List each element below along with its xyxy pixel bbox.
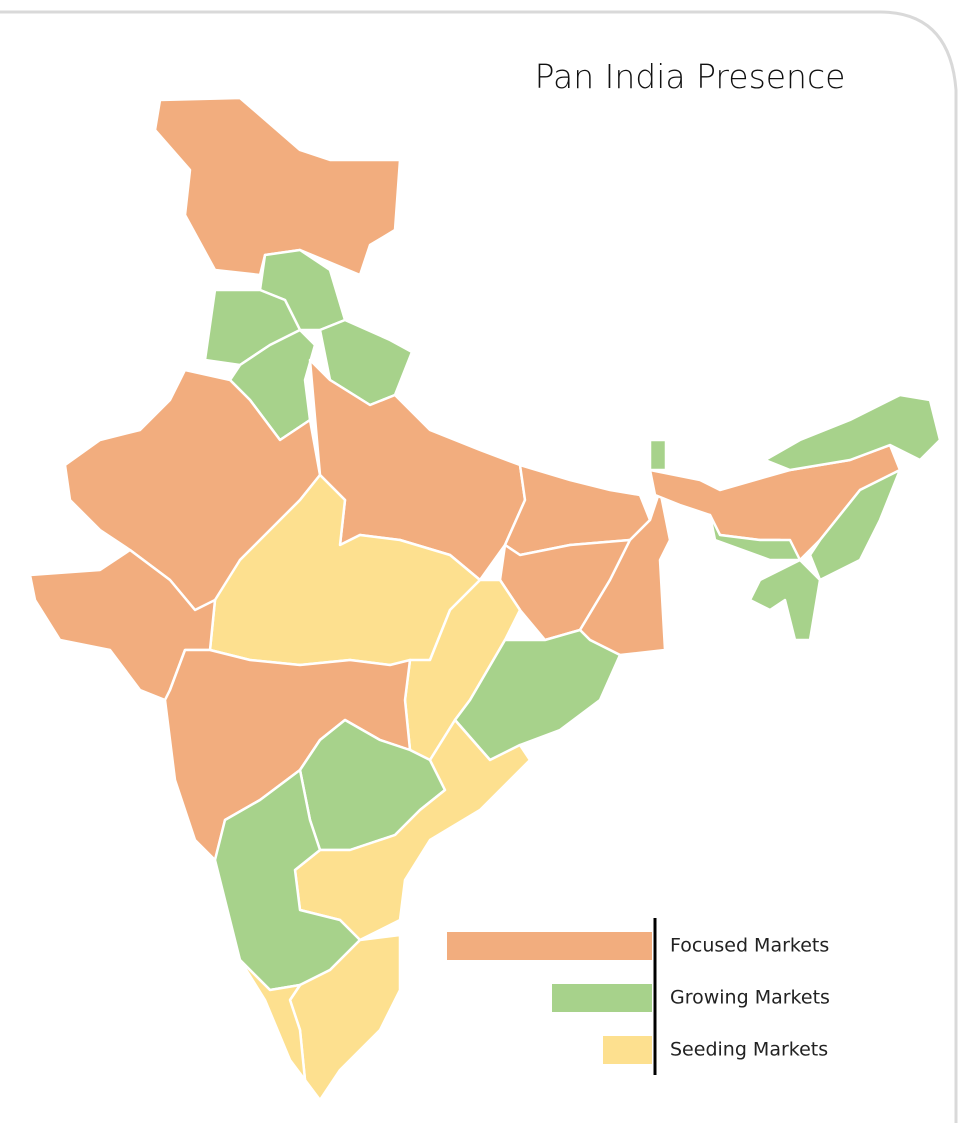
kerala xyxy=(238,958,307,1082)
west-bengal xyxy=(578,488,672,657)
title: Pan India Presence xyxy=(535,57,846,96)
legend-swatch xyxy=(603,1036,652,1064)
card-border xyxy=(0,10,958,1123)
legend-swatch xyxy=(552,984,652,1012)
legend-label: Focused Markets xyxy=(670,935,829,957)
legend-label: Seeding Markets xyxy=(670,1039,828,1061)
legend-label: Growing Markets xyxy=(670,987,830,1009)
arunachal xyxy=(763,393,942,472)
legend-swatch xyxy=(447,932,652,960)
legend: Focused Markets Growing Markets Seeding Ma… xyxy=(447,918,830,1075)
odisha xyxy=(453,628,622,762)
jammu-kashmir xyxy=(153,96,402,277)
meghalaya xyxy=(708,513,802,562)
india-map xyxy=(28,96,942,1102)
nagaland-manipur xyxy=(808,468,902,582)
mizoram-tripura xyxy=(748,558,822,642)
sikkim xyxy=(648,438,668,472)
